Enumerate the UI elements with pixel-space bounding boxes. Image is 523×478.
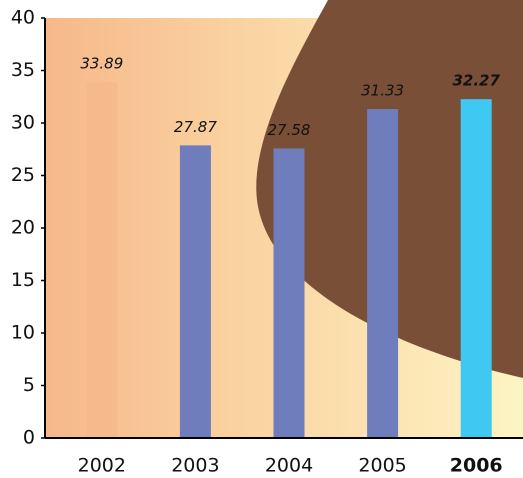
- value-label: 31.33: [361, 82, 404, 100]
- value-label: 33.89: [80, 55, 123, 73]
- y-tick-label: 30: [11, 112, 35, 134]
- y-tick-label: 10: [11, 322, 35, 344]
- x-tick-label: 2003: [171, 455, 219, 477]
- bar: [179, 145, 211, 439]
- x-tick-label: 2002: [78, 455, 126, 477]
- value-label: 27.87: [174, 118, 217, 136]
- x-tick-label: 2006: [450, 455, 503, 477]
- y-tick-label: 15: [11, 269, 35, 291]
- x-tick-label: 2004: [265, 455, 313, 477]
- x-tick-label: 2005: [358, 455, 406, 477]
- y-tick-label: 35: [11, 59, 35, 81]
- y-tick-label: 20: [11, 217, 35, 239]
- bar: [367, 109, 399, 438]
- value-label: 32.27: [452, 72, 500, 90]
- y-tick-label: 5: [23, 374, 35, 396]
- y-tick-label: 40: [11, 7, 35, 29]
- y-tick-label: 25: [11, 164, 35, 186]
- bar: [460, 99, 492, 438]
- bar: [273, 148, 305, 438]
- value-label: 27.58: [268, 121, 311, 139]
- bar: [86, 82, 118, 438]
- y-tick-label: 0: [23, 427, 35, 449]
